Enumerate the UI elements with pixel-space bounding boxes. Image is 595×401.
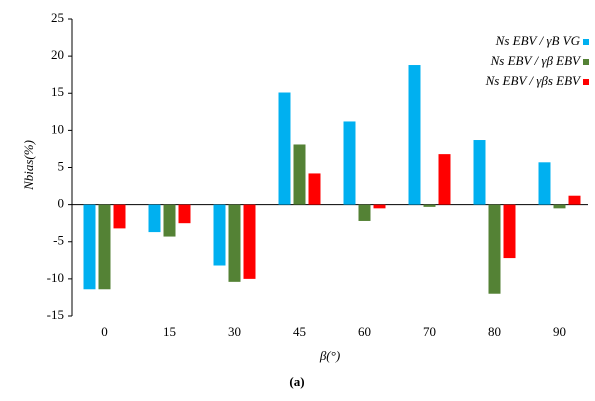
bar [408, 65, 421, 205]
bar [213, 204, 226, 266]
x-tick-label: 90 [553, 324, 566, 339]
legend-swatch [583, 39, 589, 45]
bar [568, 195, 581, 205]
bar [83, 204, 96, 290]
legend-label: Ns EBV / γB VG [495, 33, 581, 48]
bar [488, 204, 501, 294]
bar [438, 154, 451, 205]
y-tick-label: 15 [51, 84, 64, 99]
bar [308, 173, 321, 205]
x-tick-label: 45 [293, 324, 306, 339]
y-tick-label: 20 [51, 47, 64, 62]
bar [278, 92, 291, 205]
bar [343, 121, 356, 205]
bar [473, 140, 486, 205]
x-tick-label: 15 [163, 324, 176, 339]
y-tick-label: 0 [58, 196, 65, 211]
y-tick-label: -10 [47, 270, 64, 285]
y-tick-label: 10 [51, 121, 64, 136]
bar [243, 204, 256, 279]
bar [503, 204, 516, 259]
legend-swatch [583, 79, 589, 85]
bar [423, 204, 436, 207]
legend-swatch [583, 59, 589, 65]
y-axis-title: Nbias(%) [21, 140, 36, 191]
legend-label: Ns EBV / γβs EBV [485, 73, 582, 88]
bar [538, 162, 551, 205]
caption: (a) [289, 374, 304, 389]
bar [228, 204, 241, 282]
x-tick-label: 30 [228, 324, 241, 339]
x-axis-title: β(°) [319, 348, 340, 363]
bar [373, 204, 386, 209]
x-tick-label: 60 [358, 324, 371, 339]
bar [553, 204, 566, 209]
legend-label: Ns EBV / γβ EBV [490, 53, 582, 68]
bar [98, 204, 111, 290]
bar [163, 204, 176, 237]
x-tick-label: 80 [488, 324, 501, 339]
y-tick-label: -15 [47, 307, 64, 322]
y-tick-label: 25 [51, 10, 64, 25]
bar [178, 204, 191, 224]
bar [293, 144, 306, 205]
bar [358, 204, 371, 221]
y-tick-label: 5 [58, 158, 65, 173]
x-tick-label: 0 [101, 324, 108, 339]
y-tick-label: -5 [53, 233, 64, 248]
bar [113, 204, 126, 229]
bar [148, 204, 161, 233]
x-tick-label: 70 [423, 324, 436, 339]
